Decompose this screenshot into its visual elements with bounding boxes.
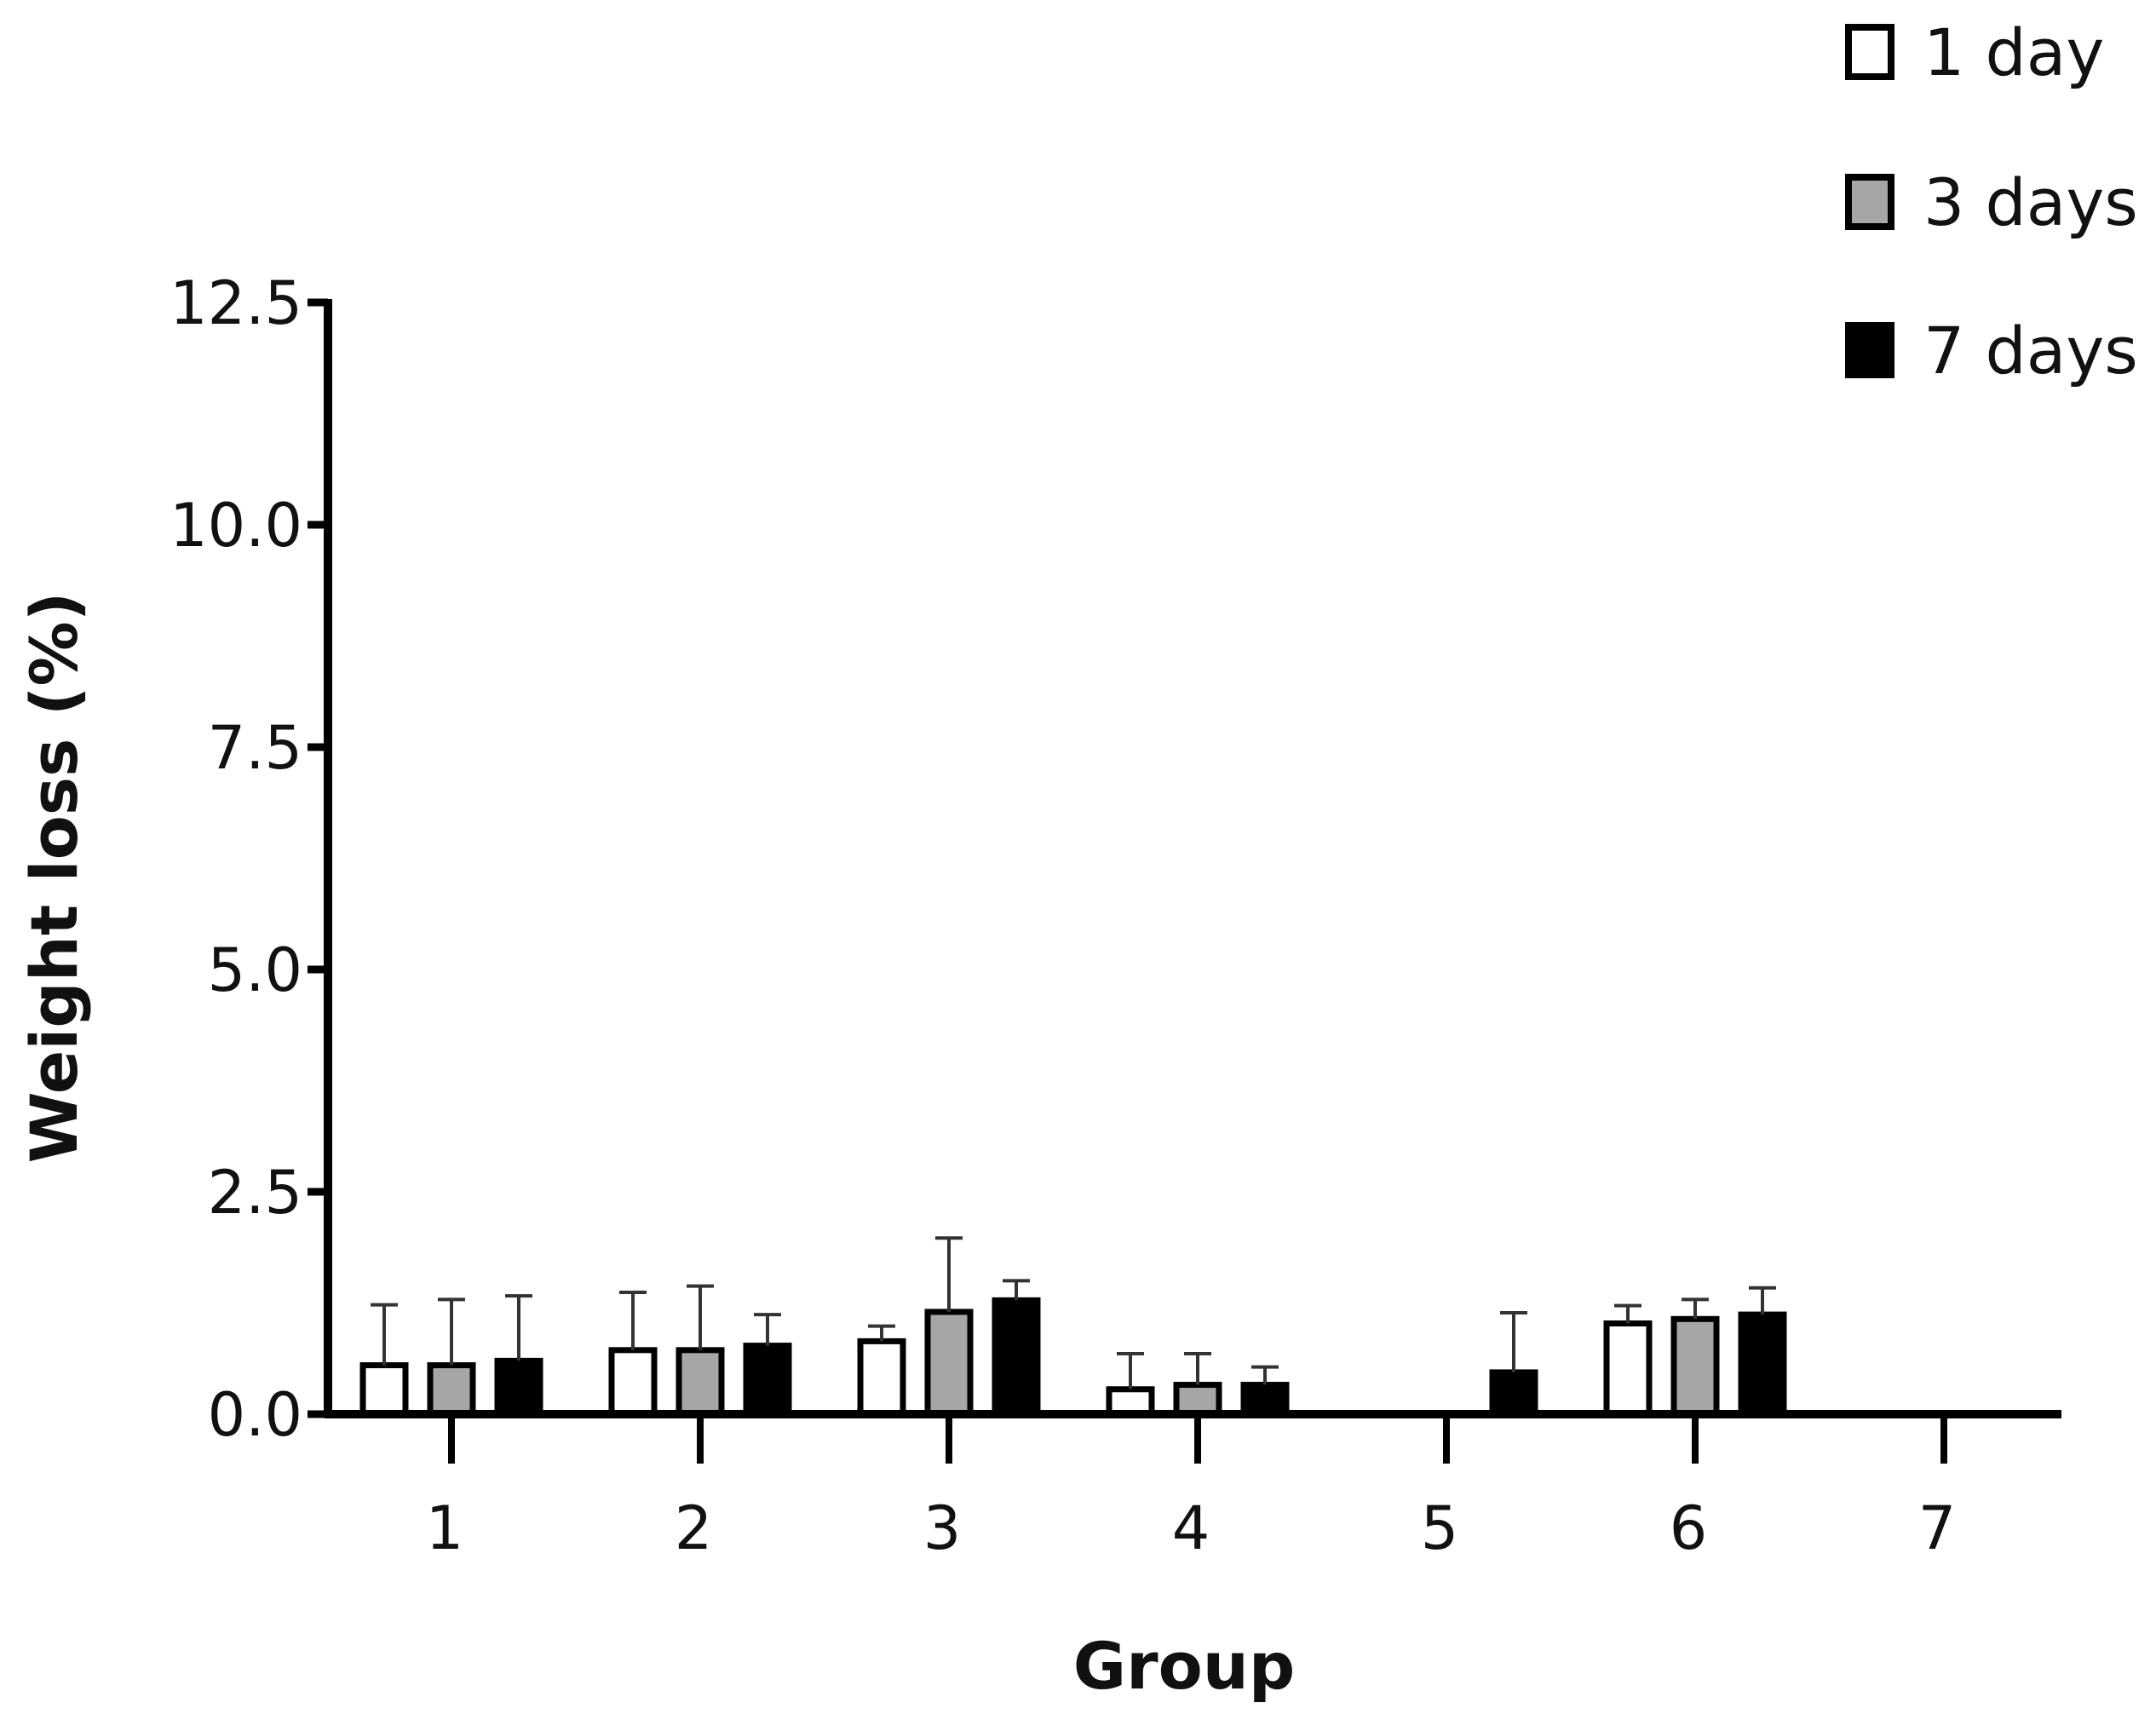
- x-axis-title: Group: [1073, 1628, 1296, 1704]
- legend-swatch-1-day: [1845, 24, 1894, 80]
- x-tick-label: 7: [1918, 1493, 1957, 1563]
- bar-group-6-1-day: [1603, 1320, 1653, 1418]
- bars-layer: [359, 1297, 1787, 1418]
- y-axis-title: Weight loss (%): [16, 592, 92, 1164]
- x-tick-label: 3: [923, 1493, 962, 1563]
- bar-group-1-3-days: [427, 1362, 476, 1418]
- bar-group-3-1-day: [857, 1337, 906, 1418]
- legend-swatch-3-days: [1845, 174, 1894, 230]
- y-tick-label: 12.5: [170, 268, 302, 338]
- x-tick-label: 5: [1421, 1493, 1459, 1563]
- bar-group-2-3-days: [676, 1347, 725, 1418]
- bar-group-3-7-days: [992, 1297, 1041, 1418]
- legend-label-7-days: 7 days: [1923, 313, 2138, 388]
- bar-group-4-3-days: [1173, 1382, 1222, 1418]
- legend-label-1-day: 1 day: [1923, 14, 2104, 90]
- bar-group-1-1-day: [359, 1362, 409, 1418]
- y-tick-label: 5.0: [208, 935, 302, 1005]
- bar-group-2-1-day: [608, 1347, 658, 1418]
- legend-label-3-days: 3 days: [1923, 164, 2138, 240]
- y-tick-label: 7.5: [208, 713, 302, 783]
- x-tick-label: 1: [426, 1493, 464, 1563]
- ticks-layer: 0.0 2.5 5.0 7.5 10.0 12.5 1 2 3 4 5 6 7: [170, 268, 1956, 1563]
- y-tick-label: 2.5: [208, 1158, 302, 1228]
- legend: 1 day 3 days 7 days: [1845, 14, 2138, 388]
- bar-group-3-3-days: [924, 1309, 974, 1418]
- bar-group-5-7-days: [1489, 1369, 1538, 1418]
- x-tick-label: 6: [1670, 1493, 1708, 1563]
- y-tick-label: 0.0: [208, 1380, 302, 1450]
- bar-group-4-7-days: [1240, 1382, 1290, 1418]
- y-tick-label: 10.0: [170, 491, 302, 561]
- legend-swatch-7-days: [1845, 322, 1894, 378]
- bar-group-6-7-days: [1738, 1311, 1787, 1418]
- bar-group-2-7-days: [743, 1343, 792, 1418]
- bar-group-6-3-days: [1670, 1315, 1720, 1418]
- error-bars-layer: [371, 1236, 1776, 1389]
- x-tick-label: 4: [1172, 1493, 1210, 1563]
- bar-group-1-7-days: [494, 1357, 543, 1418]
- x-tick-label: 2: [675, 1493, 713, 1563]
- axes-layer: [324, 299, 2061, 1418]
